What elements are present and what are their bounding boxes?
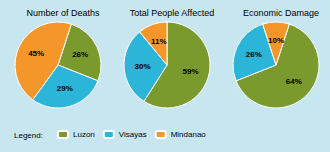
svg-text:59%: 59% bbox=[183, 67, 199, 76]
svg-text:Total People Affected: Total People Affected bbox=[130, 8, 214, 18]
svg-text:64%: 64% bbox=[286, 77, 302, 86]
svg-text:Mindanao: Mindanao bbox=[171, 130, 207, 139]
svg-text:10%: 10% bbox=[268, 36, 284, 45]
svg-text:11%: 11% bbox=[151, 37, 167, 46]
svg-text:Economic Damage: Economic Damage bbox=[243, 8, 319, 18]
svg-text:Visayas: Visayas bbox=[119, 130, 147, 139]
svg-text:26%: 26% bbox=[246, 50, 262, 59]
svg-text:Number of Deaths: Number of Deaths bbox=[26, 8, 100, 18]
svg-text:29%: 29% bbox=[57, 84, 73, 93]
svg-text:Legend:: Legend: bbox=[14, 131, 43, 140]
svg-text:45%: 45% bbox=[28, 49, 44, 58]
svg-text:30%: 30% bbox=[135, 62, 151, 71]
svg-text:26%: 26% bbox=[72, 50, 88, 59]
svg-text:Luzon: Luzon bbox=[73, 130, 95, 139]
